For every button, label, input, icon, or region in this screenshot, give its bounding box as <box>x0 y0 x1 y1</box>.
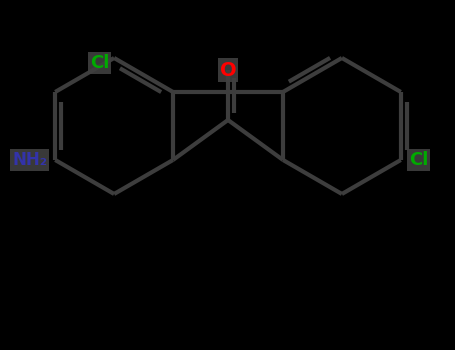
Text: NH₂: NH₂ <box>12 151 47 169</box>
Text: O: O <box>220 61 236 79</box>
Text: Cl: Cl <box>409 151 428 169</box>
Text: Cl: Cl <box>90 54 109 72</box>
